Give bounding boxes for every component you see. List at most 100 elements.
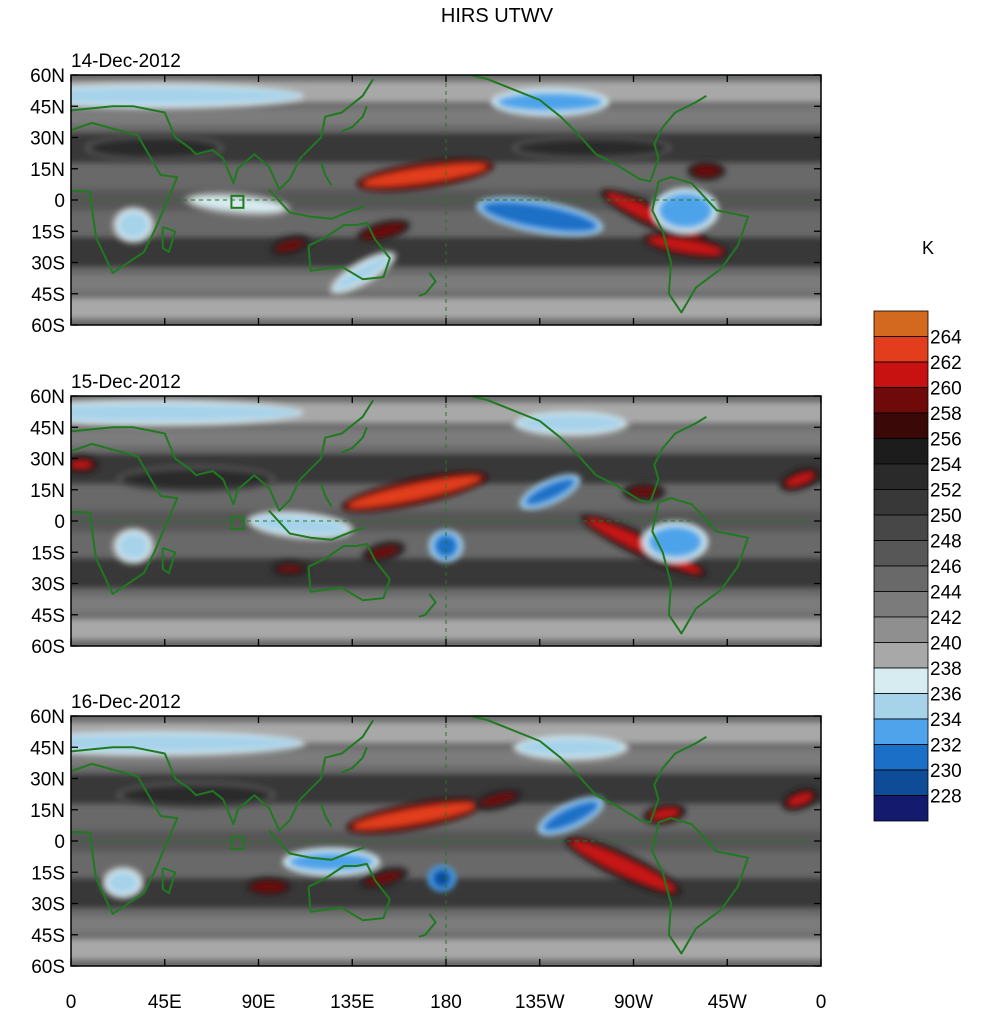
contour-core: [335, 256, 390, 290]
contour-core: [123, 471, 269, 488]
coastline: [341, 105, 368, 133]
coastline: [307, 862, 391, 922]
y-tick-label: 30N: [30, 450, 65, 471]
coastline: [307, 542, 391, 602]
colorbar-swatch: [873, 336, 929, 363]
contour-core: [518, 140, 665, 156]
colorbar-level-label: 264: [930, 328, 962, 349]
contour-core: [434, 871, 450, 886]
colorbar-level-label: 254: [930, 455, 962, 476]
contour-core: [353, 802, 477, 830]
warm-anomaly: [781, 787, 819, 811]
moist-anomaly: [511, 732, 631, 762]
coastlines: [71, 75, 750, 314]
contour-core: [435, 535, 457, 557]
contour-core: [788, 793, 812, 806]
colorbar-swatch: [873, 463, 929, 490]
contour-core: [544, 802, 598, 830]
warm-anomaly: [473, 787, 524, 812]
utwv-field: [71, 75, 821, 325]
y-tick-label: 15N: [30, 160, 65, 181]
colorbar-level-label: 248: [930, 532, 962, 553]
y-tick-label: 60S: [31, 637, 65, 658]
moist-anomaly: [476, 197, 604, 237]
contour-core: [275, 240, 304, 252]
warm-anomaly: [84, 133, 224, 163]
warm-anomaly: [564, 836, 682, 896]
colorbar-level-label: 250: [930, 506, 962, 527]
contour-core: [108, 872, 138, 894]
contour-core: [649, 237, 722, 254]
coastline: [418, 913, 437, 938]
y-tick-label: 30N: [30, 770, 65, 791]
moist-anomaly: [427, 865, 457, 892]
coastline: [470, 396, 707, 504]
colorbar: K 264 262 260 258 256 254 252 250 248 246 244 242 24…: [873, 238, 962, 822]
warm-anomaly: [116, 465, 276, 494]
contour-core: [348, 476, 481, 508]
moist-anomaly: [642, 521, 709, 563]
colorbar-swatch: [873, 616, 929, 643]
colorbar-swatch: [873, 718, 929, 745]
colorbar-swatch: [873, 514, 929, 541]
colorbar-level-label: 230: [930, 761, 962, 782]
y-tick-label: 15N: [30, 801, 65, 822]
coastline: [71, 719, 374, 832]
coastline: [268, 188, 366, 220]
contour-core: [498, 93, 603, 111]
x-tick-label: 45E: [148, 992, 182, 1013]
warm-anomaly: [341, 471, 488, 513]
map-panels: 14-Dec-201260N45N30N15N015S30S45S60S15-D…: [30, 51, 822, 978]
coastline: [651, 176, 750, 314]
coastline: [71, 762, 179, 915]
contour-core: [526, 479, 574, 505]
warm-anomaly: [270, 559, 310, 579]
warm-anomaly: [779, 467, 821, 492]
moist-anomaly: [111, 527, 156, 565]
coastlines: [71, 396, 750, 635]
x-tick-label: 0: [816, 992, 827, 1013]
coastline: [651, 497, 750, 635]
warm-anomaly: [268, 234, 311, 258]
y-tick-label: 0: [54, 191, 65, 212]
region-box: [230, 194, 245, 209]
colorbar-swatch: [873, 412, 929, 439]
y-tick-label: 0: [54, 832, 65, 853]
colorbar-level-label: 260: [930, 379, 962, 400]
y-tick-label: 15N: [30, 481, 65, 502]
y-tick-label: 45N: [30, 418, 65, 439]
region-box: [230, 835, 245, 850]
colorbar-level-label: 252: [930, 481, 962, 502]
contour-core: [252, 882, 286, 891]
coastline: [651, 817, 750, 955]
y-tick-label: 15S: [31, 863, 65, 884]
contour-core: [71, 461, 92, 468]
warm-anomaly: [686, 160, 726, 181]
coastlines: [71, 716, 750, 955]
panel-date-label: 14-Dec-2012: [71, 51, 181, 72]
coastline: [341, 426, 368, 454]
coastline: [268, 829, 366, 861]
moist-anomaly: [491, 87, 610, 117]
contour-core: [483, 202, 597, 231]
colorbar-level-label: 262: [930, 353, 962, 374]
moist-anomaly: [111, 206, 156, 244]
colorbar-level-label: 232: [930, 736, 962, 757]
contour-core: [368, 546, 399, 558]
y-tick-label: 60N: [30, 387, 65, 408]
colorbar-swatch: [873, 591, 929, 618]
coastline: [307, 221, 391, 281]
x-tick-label: 135E: [330, 992, 374, 1013]
coastline: [341, 746, 368, 774]
contour-core: [118, 212, 149, 238]
coastline: [268, 509, 366, 541]
colorbar-level-label: 238: [930, 659, 962, 680]
coastline: [470, 716, 707, 824]
colorbar-swatch: [873, 438, 929, 465]
contour-core: [190, 196, 285, 212]
contour-core: [277, 565, 303, 573]
figure-title: HIRS UTWV: [441, 5, 554, 27]
coastline: [320, 162, 333, 186]
colorbar-swatch: [873, 693, 929, 720]
